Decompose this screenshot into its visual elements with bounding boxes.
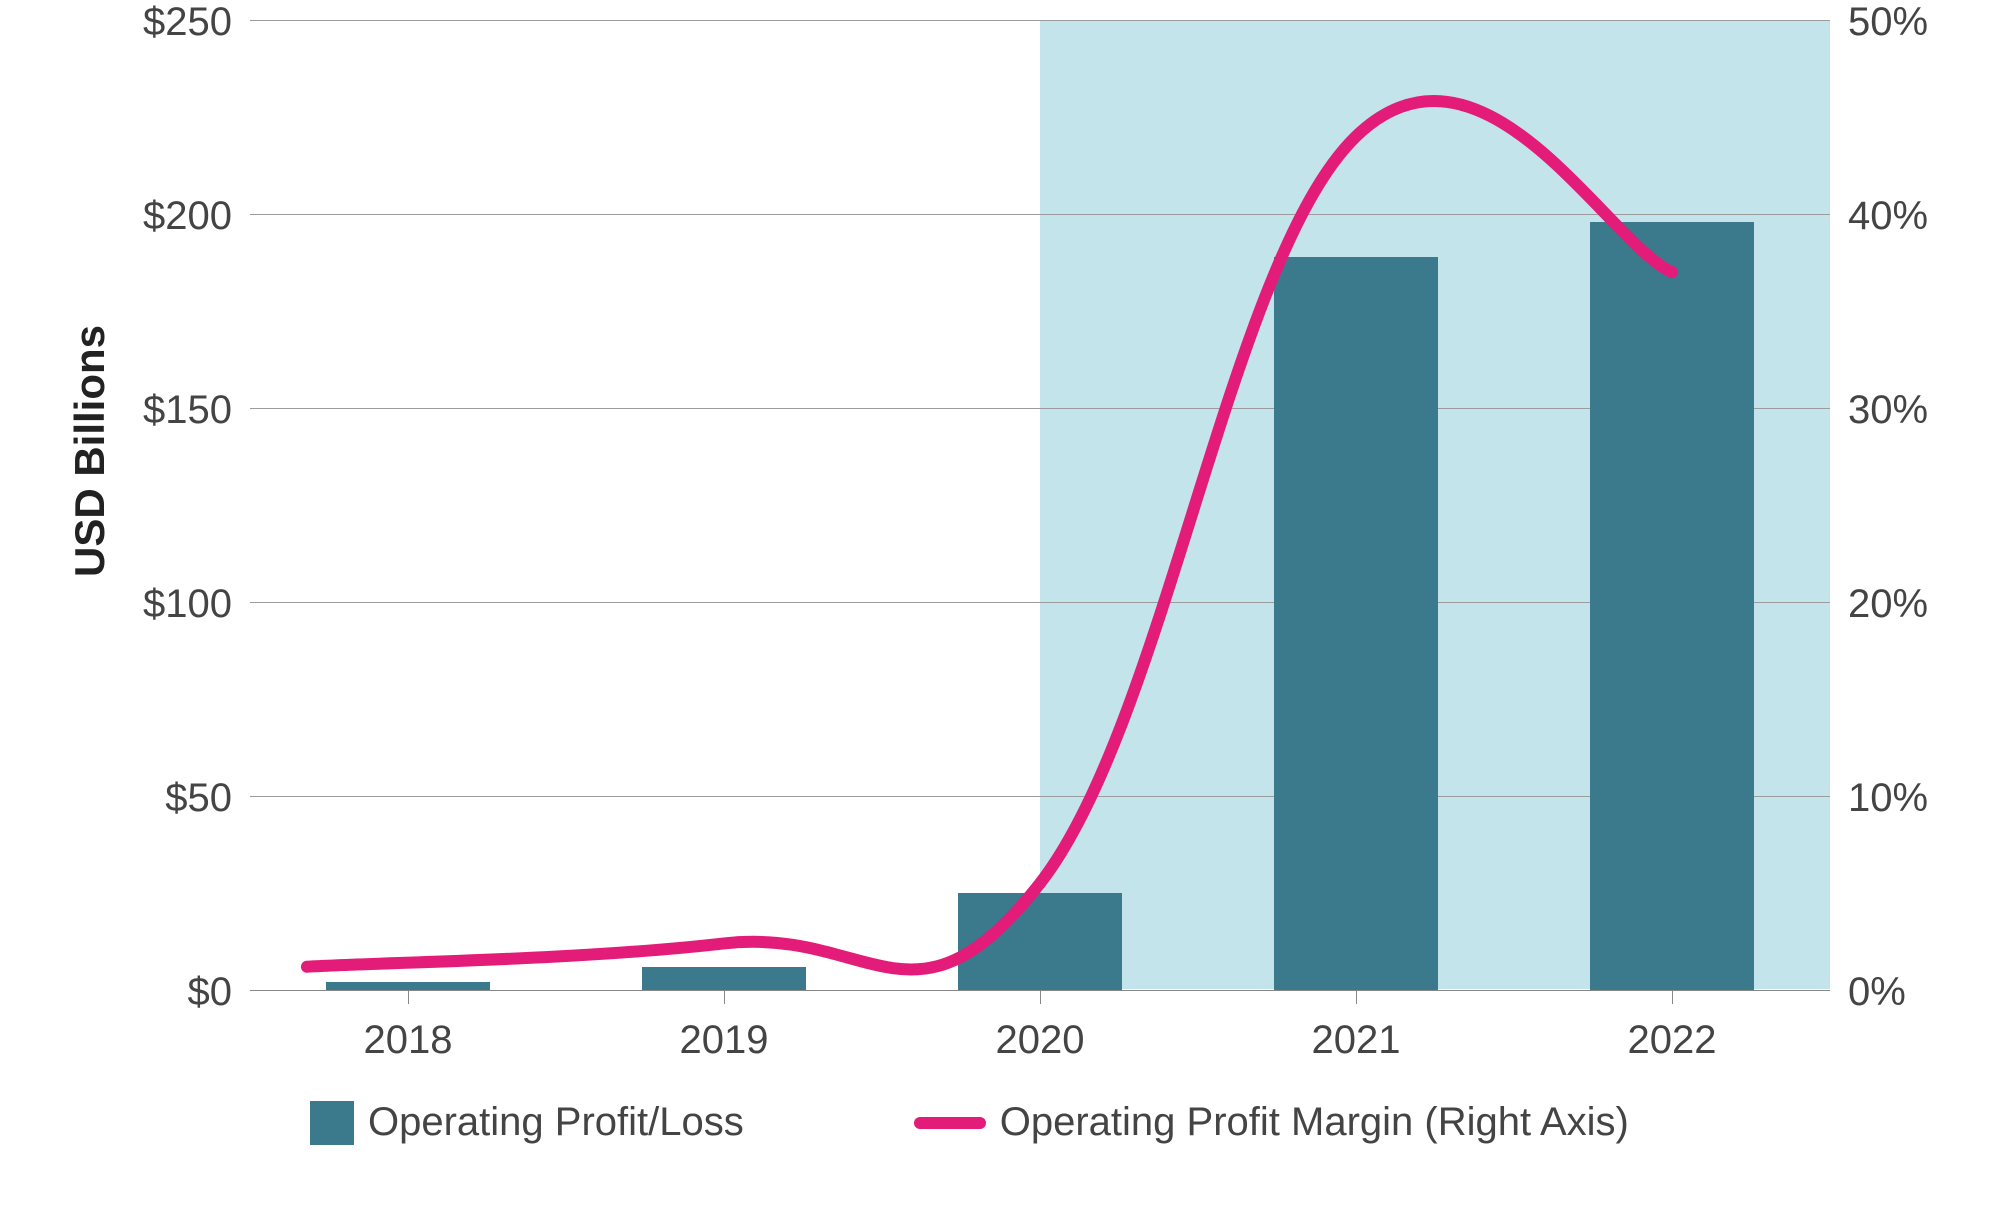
bar: [1590, 222, 1754, 990]
legend-swatch-bar: [310, 1101, 354, 1145]
y-tick-right: 0%: [1848, 970, 1906, 1015]
x-tickmark: [1040, 990, 1041, 1004]
x-tick: 2019: [566, 1018, 882, 1063]
legend: Operating Profit/Loss Operating Profit M…: [310, 1100, 1629, 1145]
x-tick: 2022: [1514, 1018, 1830, 1063]
y-tick-left: $50: [20, 776, 232, 821]
y-tick-right: 50%: [1848, 0, 1928, 45]
plot-area: [250, 20, 1830, 990]
x-tickmark: [1356, 990, 1357, 1004]
legend-label-bars: Operating Profit/Loss: [368, 1100, 744, 1145]
bar: [642, 967, 806, 990]
gridline: [250, 214, 1830, 215]
bar: [958, 893, 1122, 990]
profit-chart: USD Billions Operating Profit/Loss Opera…: [20, 20, 1980, 1207]
y-tick-right: 30%: [1848, 388, 1928, 433]
y-tick-right: 40%: [1848, 194, 1928, 239]
y-tick-left: $100: [20, 582, 232, 627]
bar: [326, 982, 490, 990]
y-tick-left: $250: [20, 0, 232, 45]
x-tickmark: [724, 990, 725, 1004]
gridline: [250, 20, 1830, 21]
x-tick: 2018: [250, 1018, 566, 1063]
legend-item-line: Operating Profit Margin (Right Axis): [914, 1100, 1629, 1145]
y-tick-right: 20%: [1848, 582, 1928, 627]
y-tick-left: $0: [20, 970, 232, 1015]
legend-label-line: Operating Profit Margin (Right Axis): [1000, 1100, 1629, 1145]
y-tick-right: 10%: [1848, 776, 1928, 821]
legend-item-bars: Operating Profit/Loss: [310, 1100, 744, 1145]
x-tickmark: [1672, 990, 1673, 1004]
y-tick-left: $200: [20, 194, 232, 239]
y-tick-left: $150: [20, 388, 232, 433]
x-tick: 2021: [1198, 1018, 1514, 1063]
x-tick: 2020: [882, 1018, 1198, 1063]
legend-swatch-line: [914, 1117, 986, 1129]
x-tickmark: [408, 990, 409, 1004]
y-axis-left-title: USD Billions: [66, 321, 114, 581]
bar: [1274, 257, 1438, 990]
